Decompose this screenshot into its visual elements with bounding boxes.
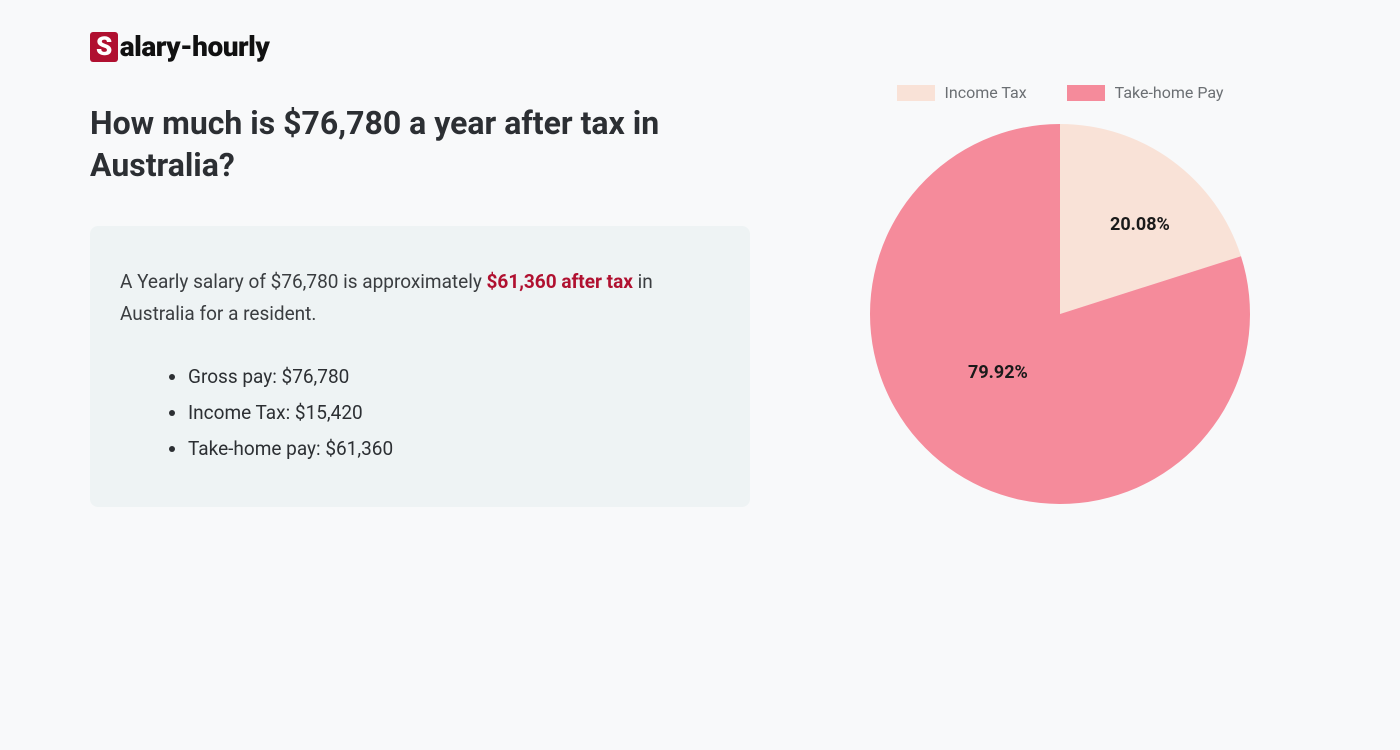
legend-label: Take-home Pay (1115, 83, 1224, 102)
legend-item-income-tax: Income Tax (897, 83, 1027, 102)
list-item: Income Tax: $15,420 (188, 395, 720, 431)
bullet-list: Gross pay: $76,780 Income Tax: $15,420 T… (120, 359, 720, 467)
summary-pre: A Yearly salary of $76,780 is approximat… (120, 270, 487, 293)
legend-swatch (1067, 85, 1105, 101)
legend-label: Income Tax (945, 83, 1027, 102)
list-item: Gross pay: $76,780 (188, 359, 720, 395)
summary-highlight: $61,360 after tax (487, 270, 633, 293)
pie-slice-label: 20.08% (1110, 214, 1170, 235)
summary-box: A Yearly salary of $76,780 is approximat… (90, 226, 750, 507)
left-column: How much is $76,780 a year after tax in … (90, 103, 750, 514)
list-item: Take-home pay: $61,360 (188, 431, 720, 467)
pie-slice-label: 79.92% (968, 362, 1028, 383)
logo-text: alary-hourly (120, 30, 270, 63)
pie-svg (860, 114, 1260, 514)
site-logo: Salary-hourly (90, 30, 1310, 63)
logo-badge: S (90, 32, 118, 62)
legend-swatch (897, 85, 935, 101)
chart-legend: Income Tax Take-home Pay (810, 83, 1310, 102)
page-root: Salary-hourly How much is $76,780 a year… (0, 0, 1400, 544)
summary-text: A Yearly salary of $76,780 is approximat… (120, 266, 720, 331)
legend-item-take-home: Take-home Pay (1067, 83, 1224, 102)
page-heading: How much is $76,780 a year after tax in … (90, 103, 750, 186)
pie-chart: 20.08% 79.92% (860, 114, 1260, 514)
right-column: Income Tax Take-home Pay 20.08% 79.92% (810, 103, 1310, 514)
content-row: How much is $76,780 a year after tax in … (90, 103, 1310, 514)
